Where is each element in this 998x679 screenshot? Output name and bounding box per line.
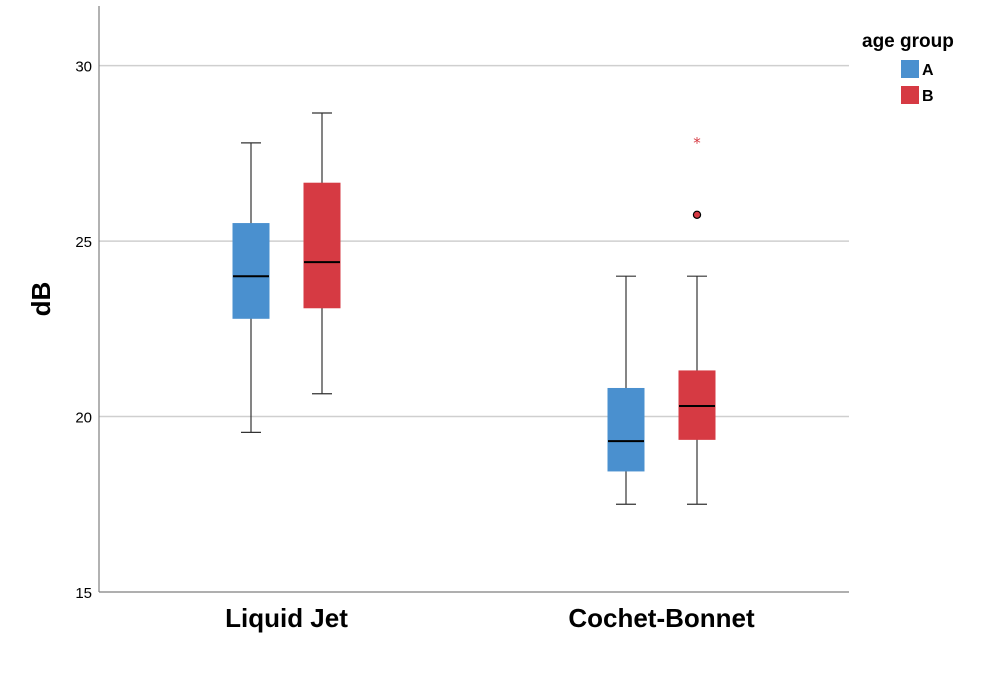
iqr-box bbox=[303, 182, 341, 309]
y-tick-label: 30 bbox=[75, 59, 92, 76]
box-cochet-bonnet-a bbox=[607, 275, 645, 505]
outlier-point bbox=[692, 210, 702, 219]
y-tick-labels: 15 20 25 30 bbox=[75, 59, 92, 602]
y-tick-label: 20 bbox=[75, 410, 92, 427]
category-label: Liquid Jet bbox=[225, 603, 348, 633]
legend-label-b: B bbox=[922, 88, 934, 105]
legend: age group AB bbox=[862, 31, 954, 105]
box-liquid-jet-a bbox=[232, 142, 270, 433]
category-labels: Liquid Jet Cochet-Bonnet bbox=[225, 603, 755, 633]
boxes: * bbox=[232, 112, 716, 505]
y-axis-title: dB bbox=[26, 282, 56, 317]
axes bbox=[98, 6, 849, 593]
legend-title: age group bbox=[862, 31, 954, 52]
category-label: Cochet-Bonnet bbox=[568, 603, 755, 633]
legend-swatch-b bbox=[901, 86, 919, 104]
box-liquid-jet-b bbox=[303, 112, 341, 395]
y-tick-label: 15 bbox=[75, 585, 92, 602]
iqr-box bbox=[232, 223, 270, 319]
legend-label-a: A bbox=[922, 62, 934, 79]
gridlines bbox=[99, 64, 849, 418]
box-cochet-bonnet-b: * bbox=[678, 134, 716, 505]
y-tick-label: 25 bbox=[75, 234, 92, 251]
legend-swatch-a bbox=[901, 60, 919, 78]
extreme-outlier-point: * bbox=[693, 134, 701, 152]
iqr-box bbox=[607, 387, 645, 472]
